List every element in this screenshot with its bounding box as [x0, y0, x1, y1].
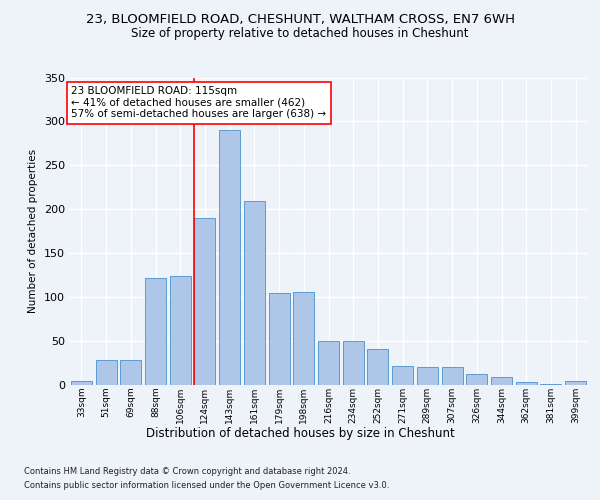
Bar [219, 130, 240, 385]
Bar [466, 374, 487, 385]
Text: 23 BLOOMFIELD ROAD: 115sqm
← 41% of detached houses are smaller (462)
57% of sem: 23 BLOOMFIELD ROAD: 115sqm ← 41% of deta… [71, 86, 326, 120]
Bar [120, 360, 141, 385]
Y-axis label: Number of detached properties: Number of detached properties [28, 149, 38, 314]
Bar [318, 341, 339, 385]
Bar [145, 278, 166, 385]
Bar [95, 360, 116, 385]
Text: Size of property relative to detached houses in Cheshunt: Size of property relative to detached ho… [131, 28, 469, 40]
Bar [392, 366, 413, 385]
Text: Contains public sector information licensed under the Open Government Licence v3: Contains public sector information licen… [24, 481, 389, 490]
Text: Contains HM Land Registry data © Crown copyright and database right 2024.: Contains HM Land Registry data © Crown c… [24, 468, 350, 476]
Bar [565, 382, 586, 385]
Bar [516, 382, 537, 385]
Bar [417, 368, 438, 385]
Bar [194, 218, 215, 385]
Bar [269, 292, 290, 385]
Bar [442, 368, 463, 385]
Bar [71, 382, 92, 385]
Bar [491, 377, 512, 385]
Bar [367, 349, 388, 385]
Bar [293, 292, 314, 385]
Bar [343, 341, 364, 385]
Text: 23, BLOOMFIELD ROAD, CHESHUNT, WALTHAM CROSS, EN7 6WH: 23, BLOOMFIELD ROAD, CHESHUNT, WALTHAM C… [86, 12, 515, 26]
Bar [541, 384, 562, 385]
Bar [170, 276, 191, 385]
Text: Distribution of detached houses by size in Cheshunt: Distribution of detached houses by size … [146, 428, 454, 440]
Bar [244, 200, 265, 385]
